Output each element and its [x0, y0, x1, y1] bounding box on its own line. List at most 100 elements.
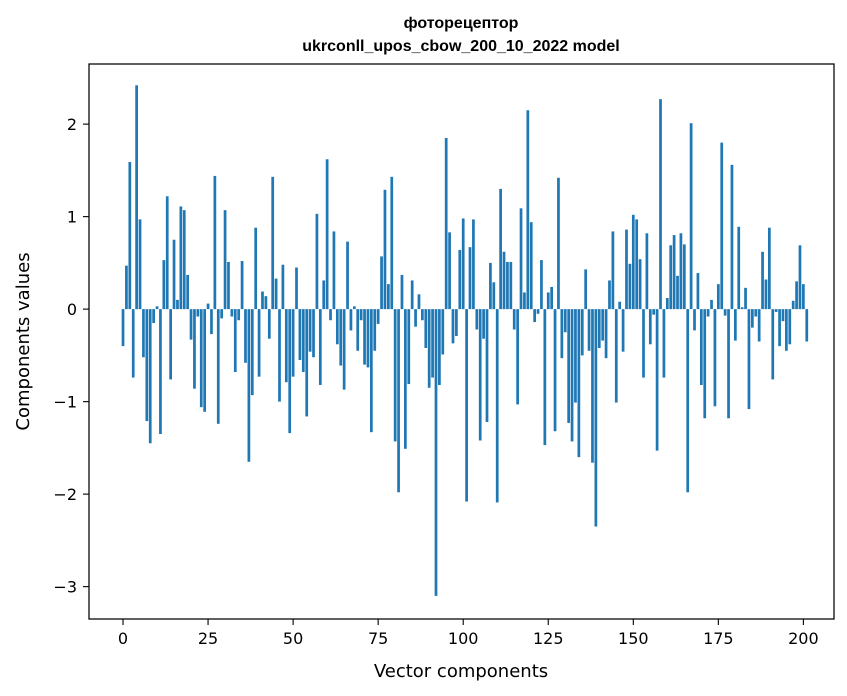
bar-172: [706, 309, 710, 317]
bar-164: [679, 233, 683, 310]
bar-168: [693, 309, 696, 331]
bar-94: [441, 309, 445, 355]
y-axis-label: Components values: [13, 252, 34, 430]
bar-110: [495, 309, 499, 503]
bar-36: [244, 309, 247, 363]
x-axis-label: Vector components: [374, 661, 548, 682]
bar-27: [213, 175, 217, 310]
bar-127: [553, 309, 557, 432]
bar-114: [509, 261, 513, 310]
bar-93: [438, 309, 441, 385]
bar-37: [247, 309, 251, 462]
x-axis: 0 25 50 75 100 125 150 175 200: [118, 619, 819, 648]
bar-56: [312, 309, 315, 358]
bar-0: [121, 309, 125, 347]
bar-40: [257, 309, 261, 377]
bar-42: [264, 296, 268, 310]
bar-33: [233, 309, 237, 373]
bar-121: [533, 309, 536, 323]
bar-59: [322, 280, 326, 310]
bar-160: [665, 298, 669, 310]
bar-61: [329, 309, 332, 321]
bar-74: [373, 309, 377, 351]
bar-63: [335, 309, 339, 345]
x-tick-label: 75: [368, 629, 388, 648]
bar-13: [165, 196, 169, 310]
x-tick-label: 200: [788, 629, 819, 648]
bar-47: [281, 264, 285, 310]
bar-68: [352, 306, 356, 310]
bar-173: [710, 299, 713, 310]
bar-78: [387, 284, 390, 310]
bar-115: [512, 309, 516, 330]
bar-156: [652, 309, 656, 315]
bar-31: [227, 261, 230, 310]
bar-25: [206, 303, 210, 310]
bar-92: [434, 309, 438, 596]
y-tick-label: −3: [53, 578, 77, 597]
bar-129: [560, 309, 564, 359]
bar-149: [628, 263, 632, 310]
bar-155: [648, 309, 652, 345]
bar-181: [737, 226, 741, 310]
bar-103: [472, 219, 475, 310]
bar-12: [162, 260, 166, 310]
x-tick-label: 0: [118, 629, 128, 648]
x-tick-label: 125: [533, 629, 564, 648]
bar-71: [363, 309, 366, 365]
y-tick-label: 0: [67, 300, 77, 319]
bar-10: [155, 306, 159, 310]
bar-136: [584, 269, 588, 310]
bar-179: [730, 164, 734, 310]
bar-11: [159, 309, 162, 435]
bar-126: [550, 286, 554, 310]
bar-144: [611, 231, 615, 310]
bar-67: [349, 309, 353, 331]
bar-84: [407, 309, 411, 385]
bar-166: [686, 309, 690, 493]
bar-49: [288, 309, 292, 434]
bar-60: [325, 159, 329, 310]
bar-158: [659, 99, 662, 310]
bar-106: [482, 309, 485, 339]
x-tick-label: 150: [618, 629, 649, 648]
bar-163: [676, 275, 679, 310]
bar-162: [672, 235, 676, 310]
bar-89: [424, 309, 428, 348]
chart-title-line2: ukrconll_upos_cbow_200_10_2022 model: [302, 38, 619, 55]
bar-119: [526, 110, 530, 310]
bar-30: [223, 210, 227, 310]
bar-2: [128, 162, 132, 310]
bar-88: [421, 309, 424, 321]
bar-100: [461, 218, 465, 310]
y-axis: −3 −2 −1 0 1 2: [53, 115, 89, 597]
bar-7: [145, 309, 149, 422]
bar-87: [417, 294, 421, 310]
bar-22: [196, 309, 200, 317]
bar-178: [727, 309, 730, 419]
bar-146: [618, 301, 622, 310]
y-tick-label: 2: [67, 115, 77, 134]
bar-4: [135, 85, 138, 310]
bar-82: [400, 274, 404, 310]
bar-111: [499, 188, 502, 310]
x-tick-label: 25: [198, 629, 218, 648]
bar-3: [131, 309, 135, 378]
bar-58: [318, 309, 322, 385]
bar-116: [516, 309, 519, 405]
bar-194: [781, 309, 785, 322]
y-tick-label: −2: [53, 485, 77, 504]
bar-62: [332, 231, 336, 310]
bar-86: [414, 309, 417, 327]
bar-43: [267, 309, 271, 339]
bar-174: [713, 309, 717, 407]
bar-177: [723, 309, 727, 316]
bar-112: [502, 251, 506, 310]
bar-123: [540, 260, 543, 310]
bar-1: [125, 265, 128, 310]
bar-66: [346, 241, 349, 310]
bar-143: [608, 280, 611, 310]
x-tick-label: 50: [283, 629, 303, 648]
bar-190: [768, 227, 771, 310]
